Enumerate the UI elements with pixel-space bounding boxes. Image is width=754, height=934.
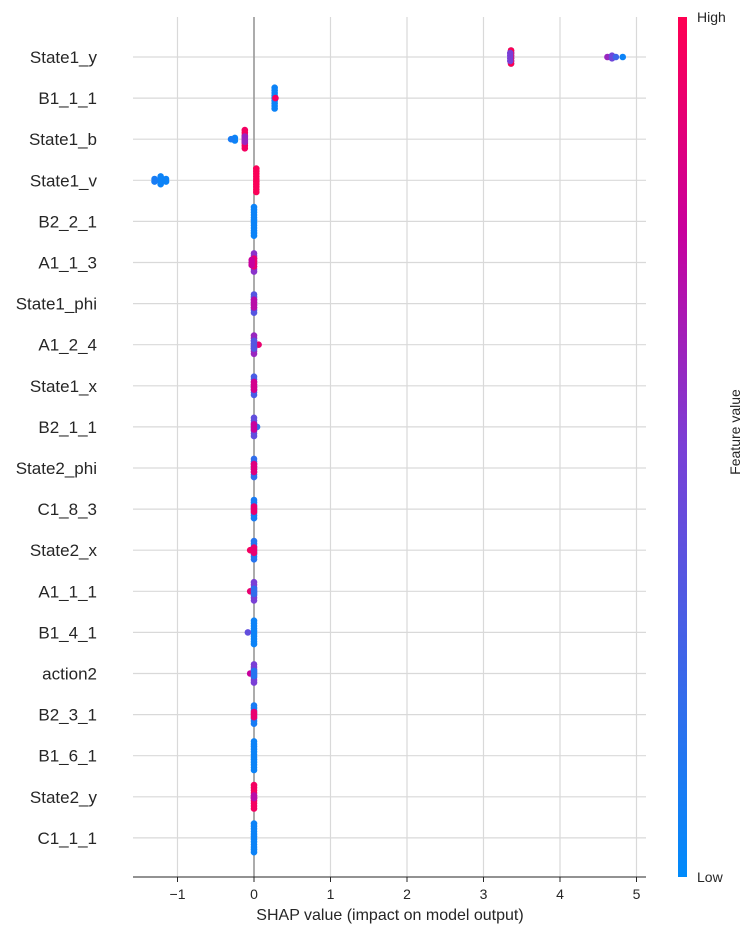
shap-point	[271, 105, 278, 112]
shap-point	[250, 794, 258, 802]
colorbar-gradient	[678, 17, 687, 877]
feature-label: State2_x	[30, 541, 98, 560]
feature-label: State2_y	[30, 788, 98, 807]
shap-point	[250, 468, 258, 476]
shap-point	[250, 640, 258, 648]
shap-point	[151, 178, 158, 185]
shap-point	[272, 94, 279, 102]
feature-label: B1_6_1	[38, 747, 97, 766]
x-tick-label: 5	[633, 886, 641, 902]
feature-label: State1_x	[30, 377, 98, 396]
colorbar-high-label: High	[697, 9, 726, 25]
feature-label: State1_v	[30, 171, 98, 190]
shap-point	[250, 679, 258, 686]
colorbar-title: Feature value	[727, 389, 743, 475]
x-tick-label: 1	[327, 886, 335, 902]
shap-point	[250, 848, 258, 856]
shap-point	[227, 135, 235, 143]
shap-point	[250, 386, 258, 394]
shap-point	[241, 145, 249, 152]
shap-point	[250, 345, 258, 352]
x-tick-label: 2	[403, 886, 411, 902]
shap-point	[250, 590, 258, 598]
shap-point	[250, 549, 258, 557]
feature-label: C1_1_1	[37, 829, 97, 848]
colorbar-low-label: Low	[697, 869, 724, 885]
feature-label: State1_b	[29, 130, 97, 149]
x-tick-label: 0	[250, 886, 258, 902]
feature-label: State1_y	[30, 48, 98, 67]
feature-label: action2	[42, 665, 97, 684]
shap-point	[250, 508, 258, 515]
x-axis: −1 0 1 2 3 4 5	[133, 876, 646, 902]
shap-point	[244, 629, 252, 636]
feature-label: A1_1_1	[38, 582, 97, 601]
shap-point	[250, 350, 258, 358]
shap-point	[250, 304, 258, 311]
shap-point	[612, 53, 620, 61]
shap-point	[250, 473, 258, 481]
shap-point	[250, 805, 258, 812]
shap-point	[250, 514, 258, 522]
feature-label: B2_2_1	[38, 212, 97, 231]
x-axis-title: SHAP value (impact on model output)	[256, 907, 523, 924]
shap-point	[250, 720, 258, 727]
feature-label: A1_1_3	[38, 254, 97, 273]
shap-point	[250, 597, 258, 604]
shap-point	[250, 426, 258, 433]
shap-point	[250, 766, 258, 774]
shap-point	[250, 391, 258, 399]
shap-point	[248, 261, 256, 269]
feature-label: B1_1_1	[38, 89, 97, 108]
feature-label: A1_2_4	[38, 336, 97, 355]
feature-label: C1_8_3	[37, 500, 97, 519]
shap-point	[506, 57, 514, 65]
feature-label: B2_1_1	[38, 418, 97, 437]
shap-point	[162, 178, 170, 185]
shap-point	[241, 138, 249, 146]
feature-label: B2_3_1	[38, 706, 97, 725]
feature-label: State2_phi	[16, 459, 97, 478]
x-tick-label: 4	[556, 886, 564, 902]
x-tick-label: 3	[480, 886, 488, 902]
points	[151, 47, 627, 856]
colorbar: High Low Feature value	[678, 9, 743, 885]
shap-point	[250, 713, 258, 721]
shap-point	[250, 672, 258, 680]
shap-point	[252, 188, 260, 196]
shap-point	[157, 180, 164, 188]
feature-label: B1_4_1	[38, 623, 97, 642]
feature-labels: State1_y B1_1_1 State1_b State1_v B2_2_1 A1_1…	[16, 48, 98, 848]
shap-point	[250, 432, 258, 440]
shap-point	[250, 268, 258, 275]
shap-point	[250, 232, 258, 239]
shap-point	[250, 556, 258, 563]
shap-point	[619, 53, 627, 61]
grid	[133, 17, 646, 877]
x-tick-label: −1	[170, 886, 186, 902]
shap-point	[250, 309, 258, 317]
feature-label: State1_phi	[16, 295, 97, 314]
